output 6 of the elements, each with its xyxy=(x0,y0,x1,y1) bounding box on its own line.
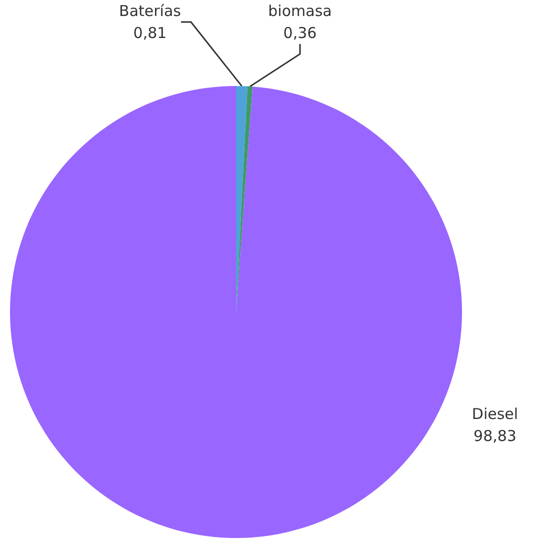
slice-label: biomasa xyxy=(268,2,332,20)
data-label: 0,81 xyxy=(133,24,167,42)
slice-label: Diesel xyxy=(472,405,518,423)
data-label: 0,36 xyxy=(283,24,317,42)
slice-label: Baterías xyxy=(119,2,182,20)
data-label: 98,83 xyxy=(474,427,516,445)
